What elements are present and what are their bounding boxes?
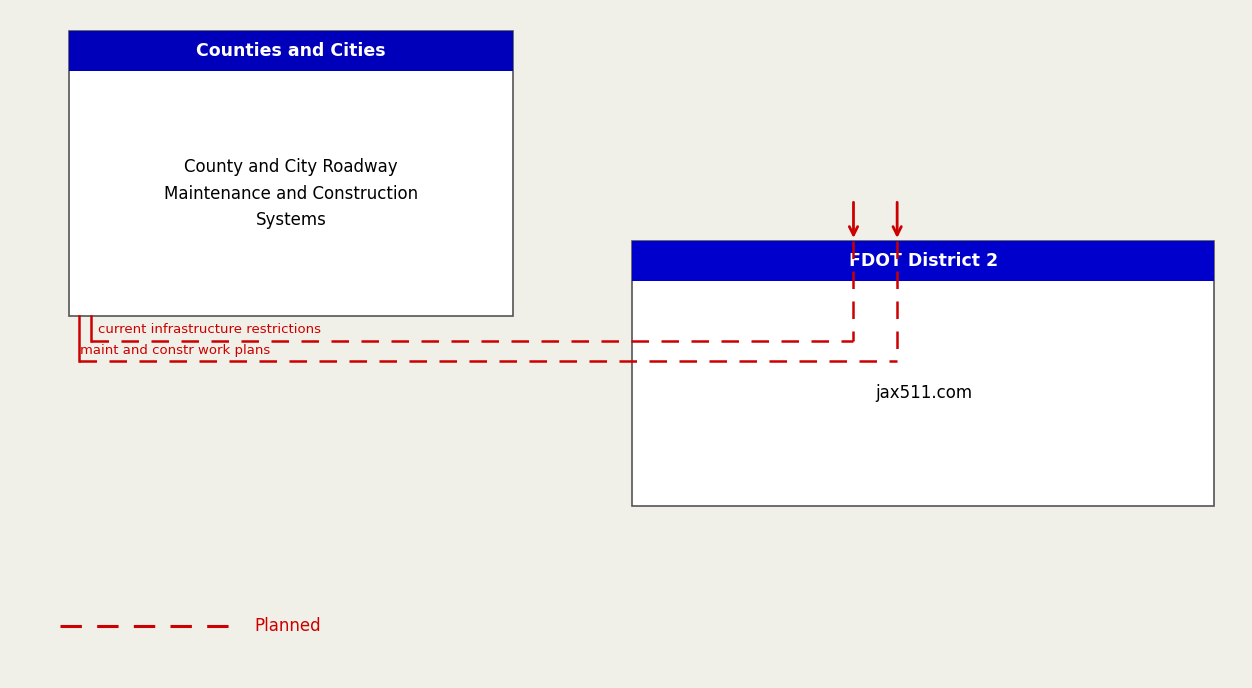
Bar [632, 241, 1214, 506]
Bar [69, 31, 513, 71]
Text: FDOT District 2: FDOT District 2 [849, 252, 998, 270]
Bar [69, 31, 513, 316]
Text: jax511.com: jax511.com [875, 384, 972, 402]
Text: County and City Roadway
Maintenance and Construction
Systems: County and City Roadway Maintenance and … [164, 158, 418, 229]
Text: Planned: Planned [254, 617, 321, 635]
Text: current infrastructure restrictions: current infrastructure restrictions [98, 323, 321, 336]
Bar [632, 241, 1214, 281]
Text: maint and constr work plans: maint and constr work plans [80, 344, 270, 357]
Text: Counties and Cities: Counties and Cities [197, 42, 386, 60]
